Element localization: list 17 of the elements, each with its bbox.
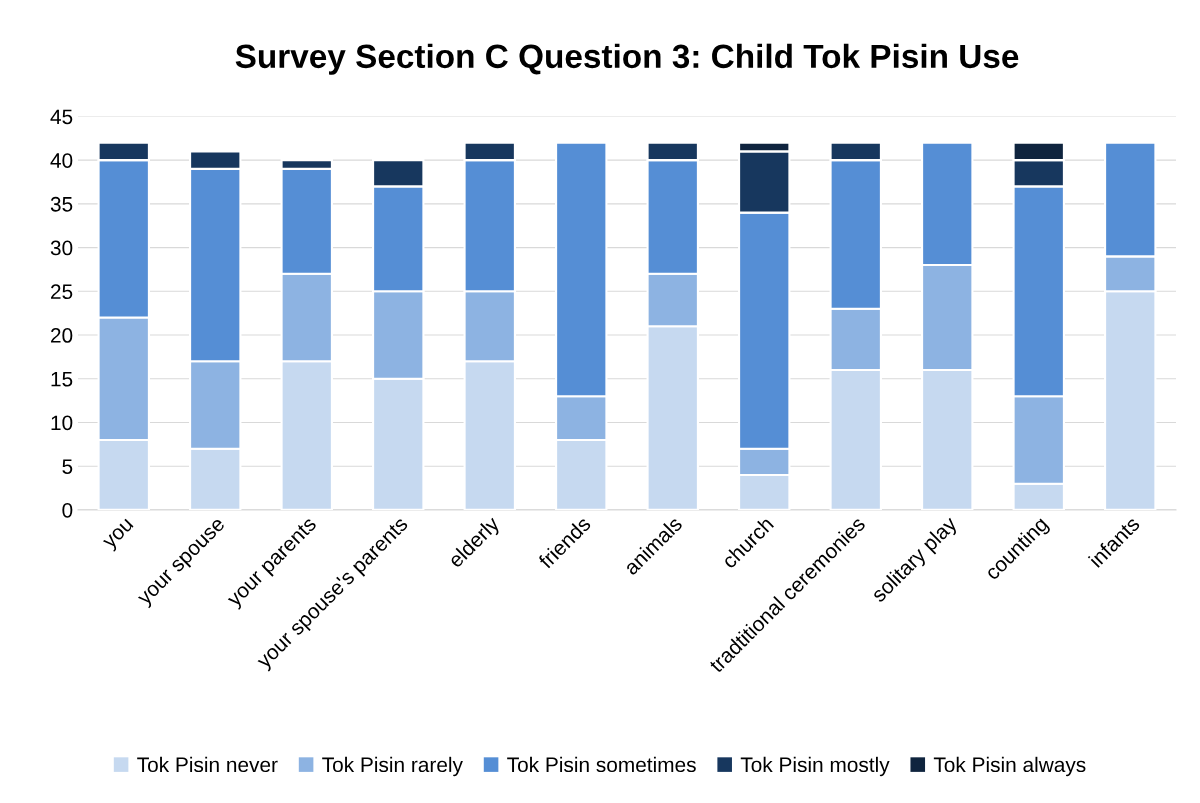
y-tick-label: 40 xyxy=(50,153,73,168)
legend-label: Tok Pisin never xyxy=(137,756,278,773)
y-tick-label: 35 xyxy=(50,196,73,212)
legend-label: Tok Pisin always xyxy=(933,756,1086,777)
y-tick-label: 25 xyxy=(51,284,73,300)
y-tick-label: 5 xyxy=(62,459,73,474)
y-tick-label: 10 xyxy=(51,415,73,431)
y-tick-label: 20 xyxy=(51,328,73,343)
x-tick-label: you xyxy=(102,518,137,553)
y-tick-label: 0 xyxy=(62,502,73,518)
y-tick-label: 30 xyxy=(50,240,73,256)
chart-title: Survey Section C Question 3: Child Tok Pisin Use xyxy=(235,43,1019,75)
y-tick-label: 45 xyxy=(50,109,73,125)
legend-label: Tok Pisin rarely xyxy=(322,756,463,777)
legend-label: Tok Pisin mostly xyxy=(740,756,890,777)
legend-label: Tok Pisin sometimes xyxy=(507,756,696,773)
y-tick-label: 15 xyxy=(51,371,73,387)
